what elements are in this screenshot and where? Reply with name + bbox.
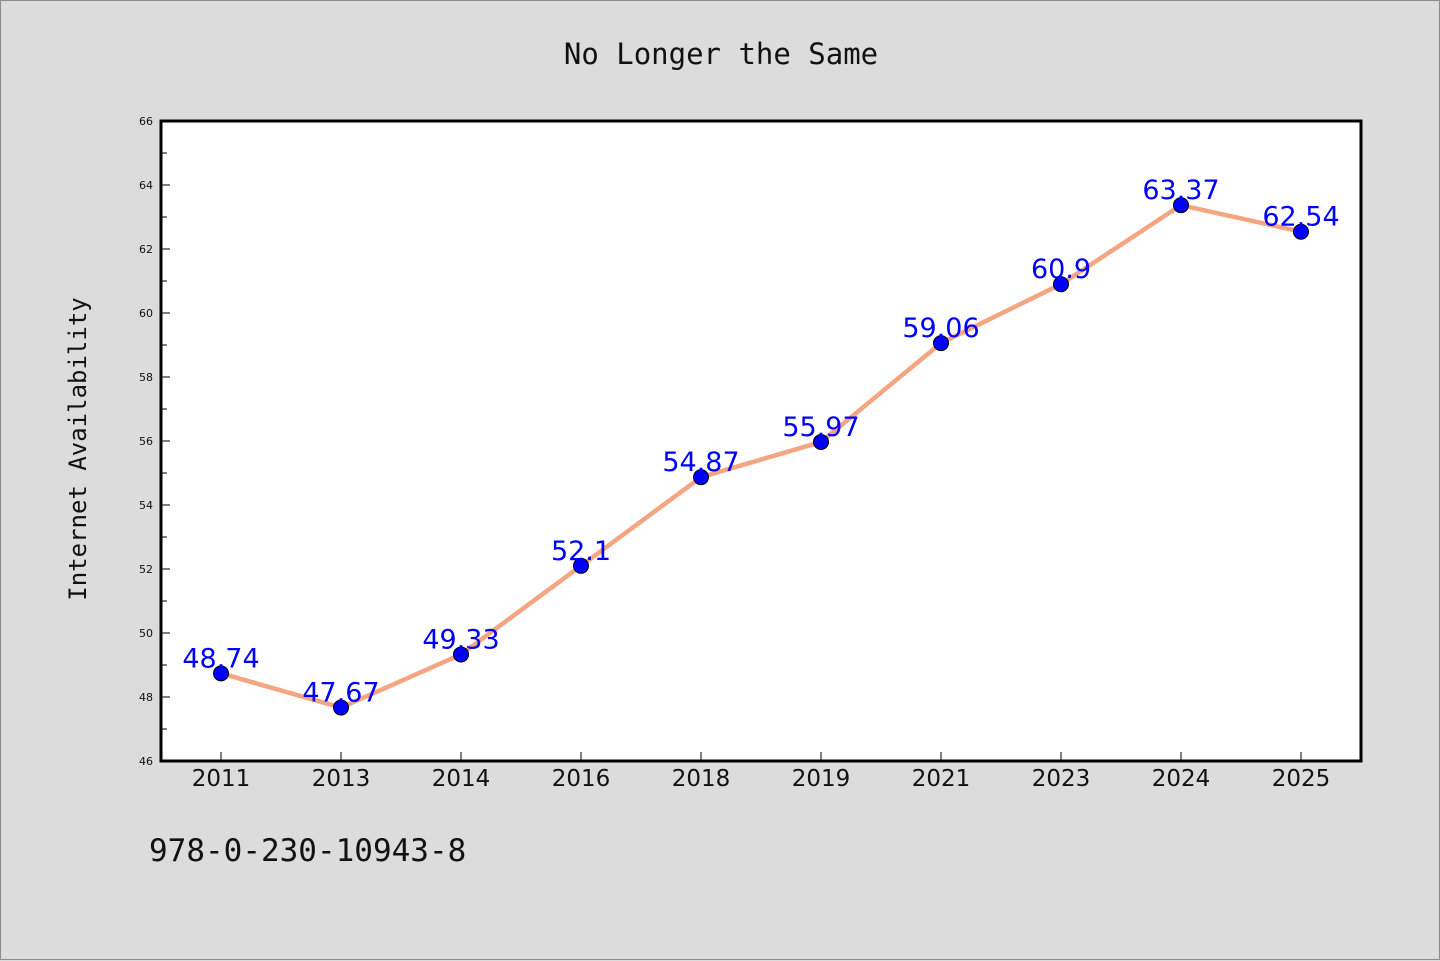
y-tick-label: 64: [139, 179, 153, 192]
x-tick-label: 2024: [1152, 766, 1211, 792]
y-axis-label: Internet Availability: [64, 297, 92, 600]
y-tick-label: 66: [139, 115, 153, 128]
data-label: 60.9: [1031, 254, 1091, 285]
chart-title: No Longer the Same: [564, 37, 878, 71]
series-line: [220, 202, 1302, 710]
data-point: [213, 665, 229, 682]
isbn-code: 978-0-230-10943-8: [149, 833, 467, 869]
data-label: 47.67: [302, 678, 379, 709]
data-label: 49.33: [422, 624, 499, 655]
data-label: 59.06: [902, 313, 979, 344]
y-tick-label: 62: [139, 243, 153, 256]
data-point: [333, 699, 349, 716]
y-tick-label: 54: [139, 499, 153, 512]
data-point: [813, 433, 829, 450]
y-tick-label: 48: [139, 691, 153, 704]
y-tick-label: 60: [139, 307, 153, 320]
data-label: 55.97: [782, 412, 859, 443]
x-tick-label: 2014: [432, 766, 491, 792]
x-tick-label: 2016: [552, 766, 611, 792]
data-point: [933, 335, 949, 352]
data-label: 48.74: [182, 643, 259, 674]
data-labels: 48.74 47.67 49.33 52.1 54.87 55.97 59.06 60.9 63…: [182, 175, 1339, 708]
x-axis: 2011 2013 2014 2016 2018 2019 2021 2023 2024 2025: [192, 752, 1331, 792]
data-point: [453, 646, 469, 663]
x-tick-label: 2025: [1272, 766, 1331, 792]
x-tick-label: 2023: [1032, 766, 1091, 792]
data-label: 54.87: [662, 447, 739, 478]
x-tick-label: 2011: [192, 766, 251, 792]
x-tick-label: 2021: [912, 766, 971, 792]
x-tick-label: 2019: [792, 766, 851, 792]
data-label: 63.37: [1142, 175, 1219, 206]
y-tick-label: 52: [139, 563, 153, 576]
data-point: [693, 469, 709, 486]
x-tick-label: 2018: [672, 766, 731, 792]
data-point: [573, 557, 589, 574]
data-label: 62.54: [1262, 202, 1339, 233]
x-tick-label: 2013: [312, 766, 371, 792]
data-label: 52.1: [551, 536, 611, 567]
y-tick-label: 56: [139, 435, 153, 448]
data-point: [1293, 223, 1309, 240]
y-axis: 46 48 50 52 54 56 58 60 62 64 66: [139, 115, 170, 768]
y-tick-label: 50: [139, 627, 153, 640]
y-tick-label: 46: [139, 755, 153, 768]
data-point: [1173, 197, 1189, 214]
data-markers: [213, 197, 1309, 716]
plot-area: [159, 119, 1363, 763]
y-tick-label: 58: [139, 371, 153, 384]
data-point: [1053, 276, 1069, 293]
